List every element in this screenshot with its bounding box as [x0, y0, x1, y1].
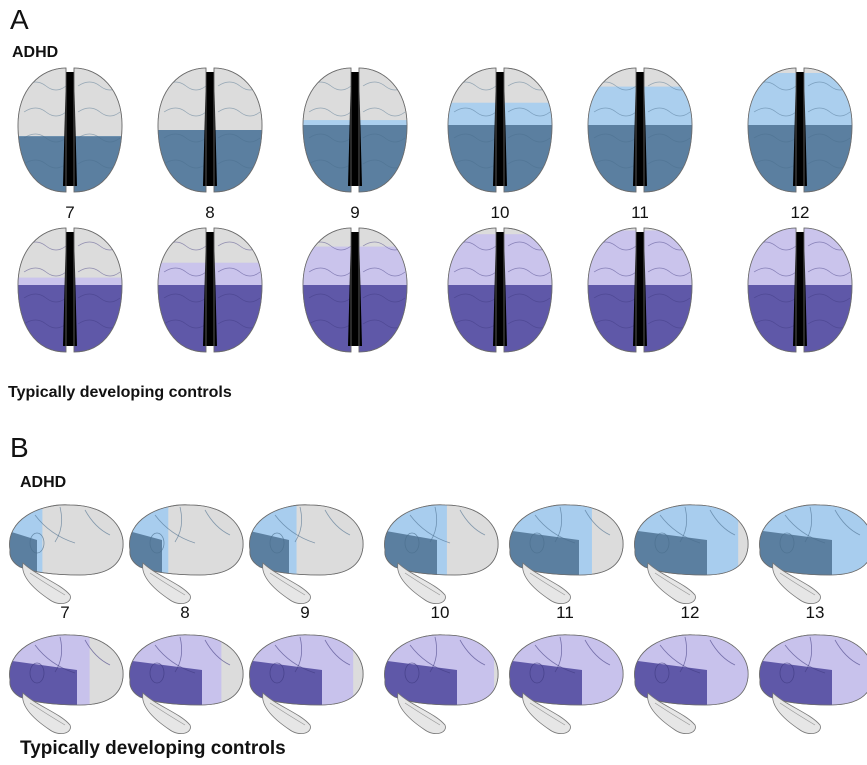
- panel-a-tdc-brain-0: [17, 227, 123, 353]
- panel-a-adhd-brain-1: [157, 67, 263, 193]
- panel-a-age-label: 9: [350, 203, 360, 222]
- panel-a-age-label: 7: [65, 203, 75, 222]
- panel-b-adhd-brain-5: [634, 504, 749, 605]
- panel-b-adhd-brain-3: [384, 504, 499, 605]
- panel-b-age-label: 9: [300, 603, 310, 622]
- panel-b-tdc-brain-5: [634, 634, 749, 735]
- panel-a-age-label: 12: [790, 203, 810, 222]
- panel-b-age-label: 13: [805, 603, 825, 622]
- panel-b-letter: B: [10, 432, 29, 463]
- panel-a-tdc-brain-4: [587, 227, 693, 353]
- panel-a-letter: A: [10, 4, 29, 35]
- panel-b-adhd-brain-1: [129, 504, 244, 605]
- panel-b-tdc-brain-4: [509, 634, 624, 735]
- panel-b-tdc-label: Typically developing controls: [20, 738, 286, 759]
- panel-b-adhd-brain-0: [9, 504, 124, 605]
- panel-b-adhd-brain-6: [759, 504, 867, 605]
- panel-a-adhd-brain-2: [302, 67, 408, 193]
- panel-a-age-label: 11: [631, 203, 649, 222]
- panel-b-adhd-brain-4: [509, 504, 624, 605]
- panel-b-age-label: 8: [180, 603, 190, 622]
- panel-a-tdc-label: Typically developing controls: [8, 384, 232, 401]
- panel-b-age-label: 11: [556, 603, 574, 622]
- panel-b-age-label: 10: [430, 603, 450, 622]
- panel-a-adhd-brain-5: [747, 67, 853, 193]
- panel-a-age-label: 10: [490, 203, 510, 222]
- panel-b-adhd-label: ADHD: [20, 474, 67, 491]
- panel-a-tdc-brain-1: [157, 227, 263, 353]
- panel-b-tdc-brain-3: [384, 634, 499, 735]
- panel-a-age-label: 8: [205, 203, 215, 222]
- panel-b-age-label: 12: [680, 603, 700, 622]
- panel-a-adhd-label: ADHD: [12, 44, 59, 61]
- panel-b-tdc-brain-2: [249, 634, 364, 735]
- panel-a-adhd-brain-3: [447, 67, 553, 193]
- panel-b-adhd-brain-2: [249, 504, 364, 605]
- panel-b-tdc-brain-0: [9, 634, 124, 735]
- panel-a-adhd-brain-0: [17, 67, 123, 193]
- panel-a-tdc-brain-3: [447, 227, 553, 353]
- panel-a-tdc-brain-5: [747, 227, 853, 353]
- panel-b-tdc-brain-6: [759, 634, 867, 735]
- panel-a-tdc-brain-2: [302, 227, 408, 353]
- panel-a-adhd-brain-4: [587, 67, 693, 193]
- panel-b-tdc-brain-1: [129, 634, 244, 735]
- panel-b-age-label: 7: [60, 603, 70, 622]
